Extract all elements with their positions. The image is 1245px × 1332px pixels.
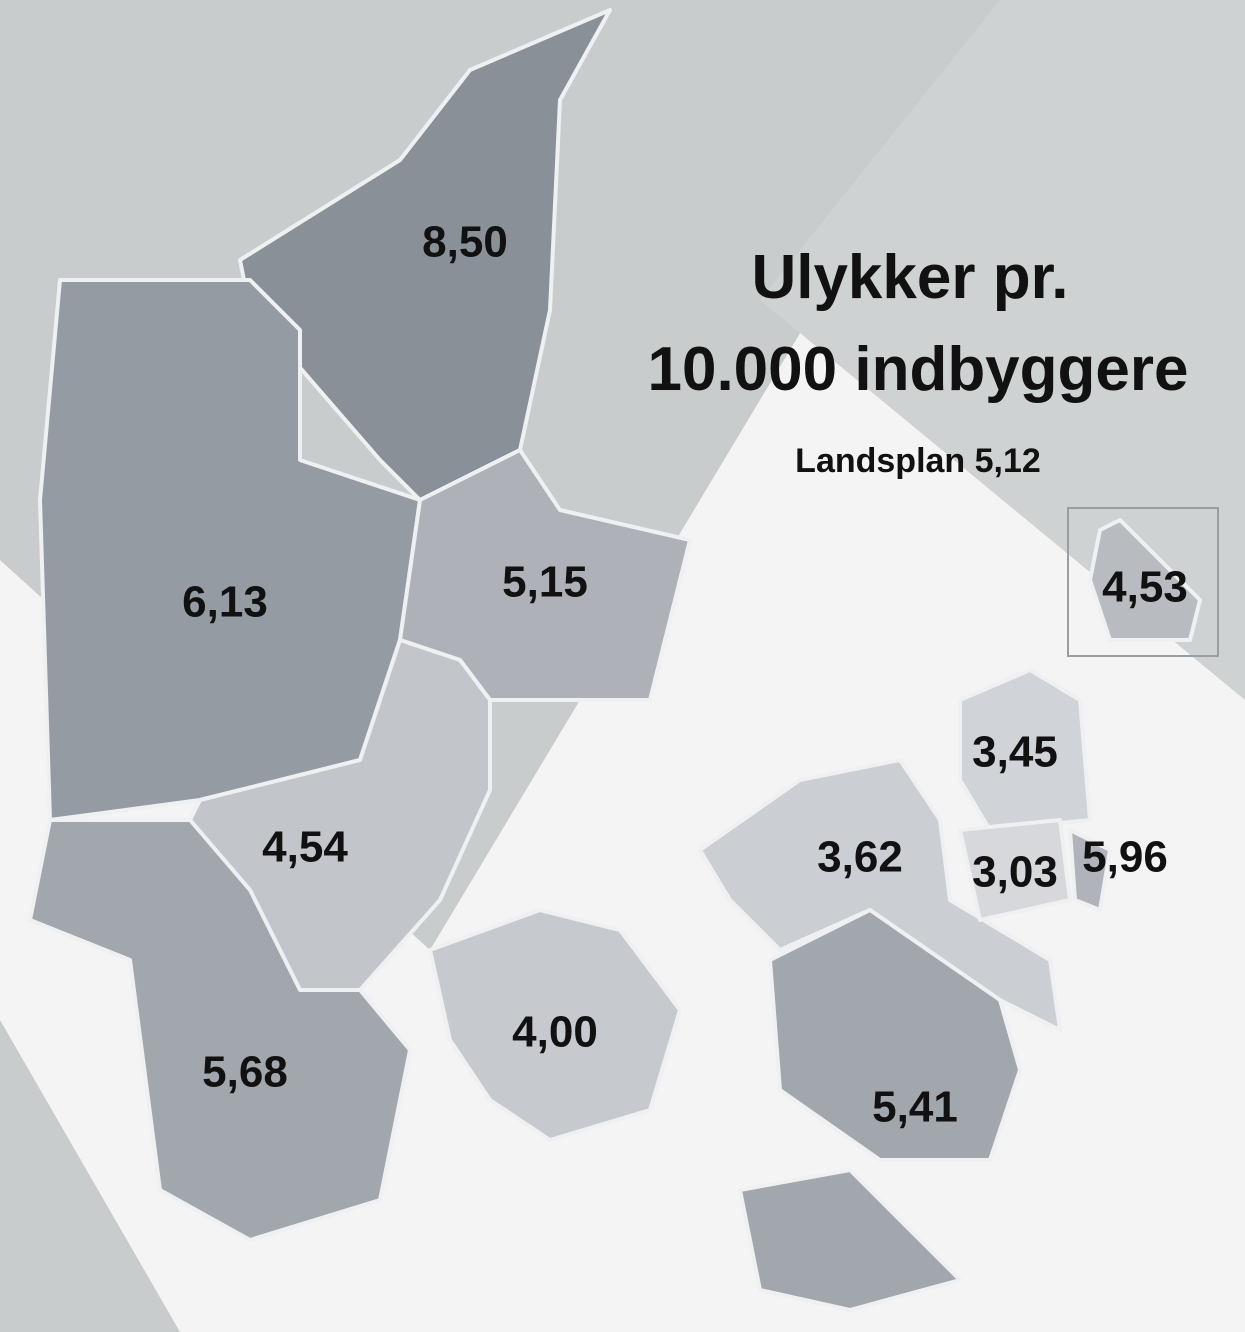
region-value: 3,03	[972, 848, 1058, 897]
title-line: 10.000 indbyggere	[647, 335, 1188, 404]
region-value: 4,54	[262, 823, 348, 872]
region-value: 8,50	[422, 218, 508, 267]
region-value: 5,41	[872, 1083, 958, 1132]
region-value: 4,00	[512, 1008, 598, 1057]
region-value: 6,13	[182, 578, 268, 627]
region-value: 3,45	[972, 728, 1058, 777]
subtitle: Landsplan 5,12	[795, 442, 1041, 480]
region-value: 5,15	[502, 558, 588, 607]
region-value: 3,62	[817, 833, 903, 882]
title-line: Ulykker pr.	[751, 243, 1068, 312]
region-value: 5,68	[202, 1048, 288, 1097]
region-value: 4,53	[1102, 563, 1188, 612]
region-value: 5,96	[1082, 833, 1168, 882]
infographic: Ulykker pr. 10.000 indbyggere Landsplan …	[0, 0, 1245, 1332]
page: Ulykker pr. 10.000 indbyggere Landsplan …	[0, 0, 1245, 1332]
